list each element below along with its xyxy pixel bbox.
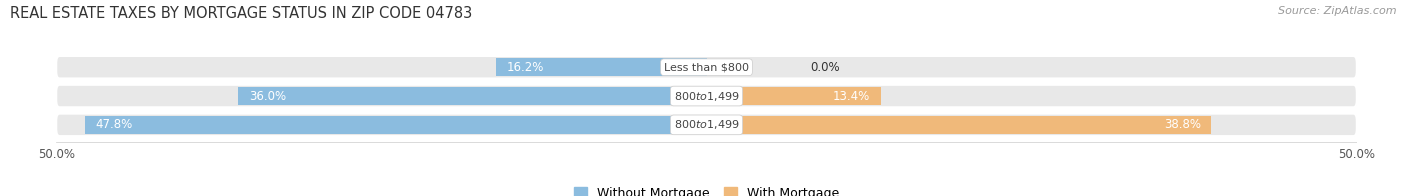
Bar [239,87,707,105]
FancyBboxPatch shape [56,85,1357,107]
Text: 16.2%: 16.2% [506,61,544,74]
Bar [496,58,707,76]
Bar [84,116,707,134]
Text: Source: ZipAtlas.com: Source: ZipAtlas.com [1278,6,1396,16]
Text: 0.0%: 0.0% [810,61,841,74]
Bar [707,87,880,105]
Text: 13.4%: 13.4% [834,90,870,103]
FancyBboxPatch shape [56,114,1357,136]
Text: 47.8%: 47.8% [96,118,132,131]
Legend: Without Mortgage, With Mortgage: Without Mortgage, With Mortgage [574,187,839,196]
Text: 36.0%: 36.0% [249,90,285,103]
Text: Less than $800: Less than $800 [664,62,749,72]
Text: 38.8%: 38.8% [1164,118,1201,131]
Text: $800 to $1,499: $800 to $1,499 [673,118,740,131]
Text: $800 to $1,499: $800 to $1,499 [673,90,740,103]
FancyBboxPatch shape [56,56,1357,78]
Bar [707,116,1211,134]
Text: REAL ESTATE TAXES BY MORTGAGE STATUS IN ZIP CODE 04783: REAL ESTATE TAXES BY MORTGAGE STATUS IN … [10,6,472,21]
